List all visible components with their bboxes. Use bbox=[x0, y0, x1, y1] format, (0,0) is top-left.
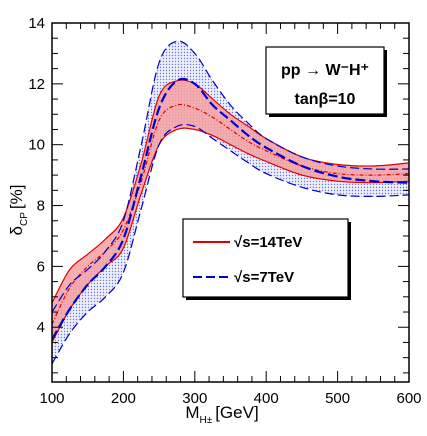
x-tick-label: 100 bbox=[39, 390, 64, 407]
x-tick-label: 600 bbox=[396, 390, 421, 407]
process-label: pp → W⁻H⁺ bbox=[281, 62, 369, 79]
annotation-box: pp → W⁻H⁺ tanβ=10 bbox=[265, 46, 387, 117]
line-14tev-lower bbox=[52, 127, 409, 343]
legend: √s=14TeV √s=7TeV bbox=[182, 218, 351, 300]
y-tick-label: 12 bbox=[28, 76, 45, 93]
plot-frame bbox=[51, 22, 410, 383]
line-14tev-central bbox=[52, 103, 409, 325]
x-tick-labels: 100 200 300 400 500 600 bbox=[39, 390, 421, 407]
line-7tev-lower bbox=[52, 123, 409, 365]
axis-ticks bbox=[51, 22, 410, 382]
y-tick-label: 14 bbox=[28, 15, 45, 32]
y-tick-label: 10 bbox=[28, 137, 45, 154]
line-7tev-upper bbox=[52, 40, 409, 313]
band-14tev bbox=[52, 79, 409, 343]
tanbeta-label: tanβ=10 bbox=[295, 91, 356, 108]
y-axis-title: δCP[%] bbox=[7, 185, 30, 236]
y-tick-label: 4 bbox=[37, 319, 45, 336]
x-tick-label: 200 bbox=[111, 390, 136, 407]
legend-label-7tev: √s=7TeV bbox=[234, 269, 294, 286]
y-tick-label: 8 bbox=[37, 198, 45, 215]
x-tick-label: 300 bbox=[182, 390, 207, 407]
plot-area bbox=[52, 40, 409, 365]
legend-label-14tev: √s=14TeV bbox=[234, 234, 302, 251]
y-tick-label: 6 bbox=[37, 258, 45, 275]
x-axis-title: MH± [GeV] bbox=[185, 403, 258, 426]
y-tick-labels: 4 6 8 10 12 14 bbox=[28, 15, 45, 336]
x-tick-label: 500 bbox=[325, 390, 350, 407]
line-7tev-central bbox=[52, 77, 409, 340]
x-tick-label: 400 bbox=[254, 390, 279, 407]
